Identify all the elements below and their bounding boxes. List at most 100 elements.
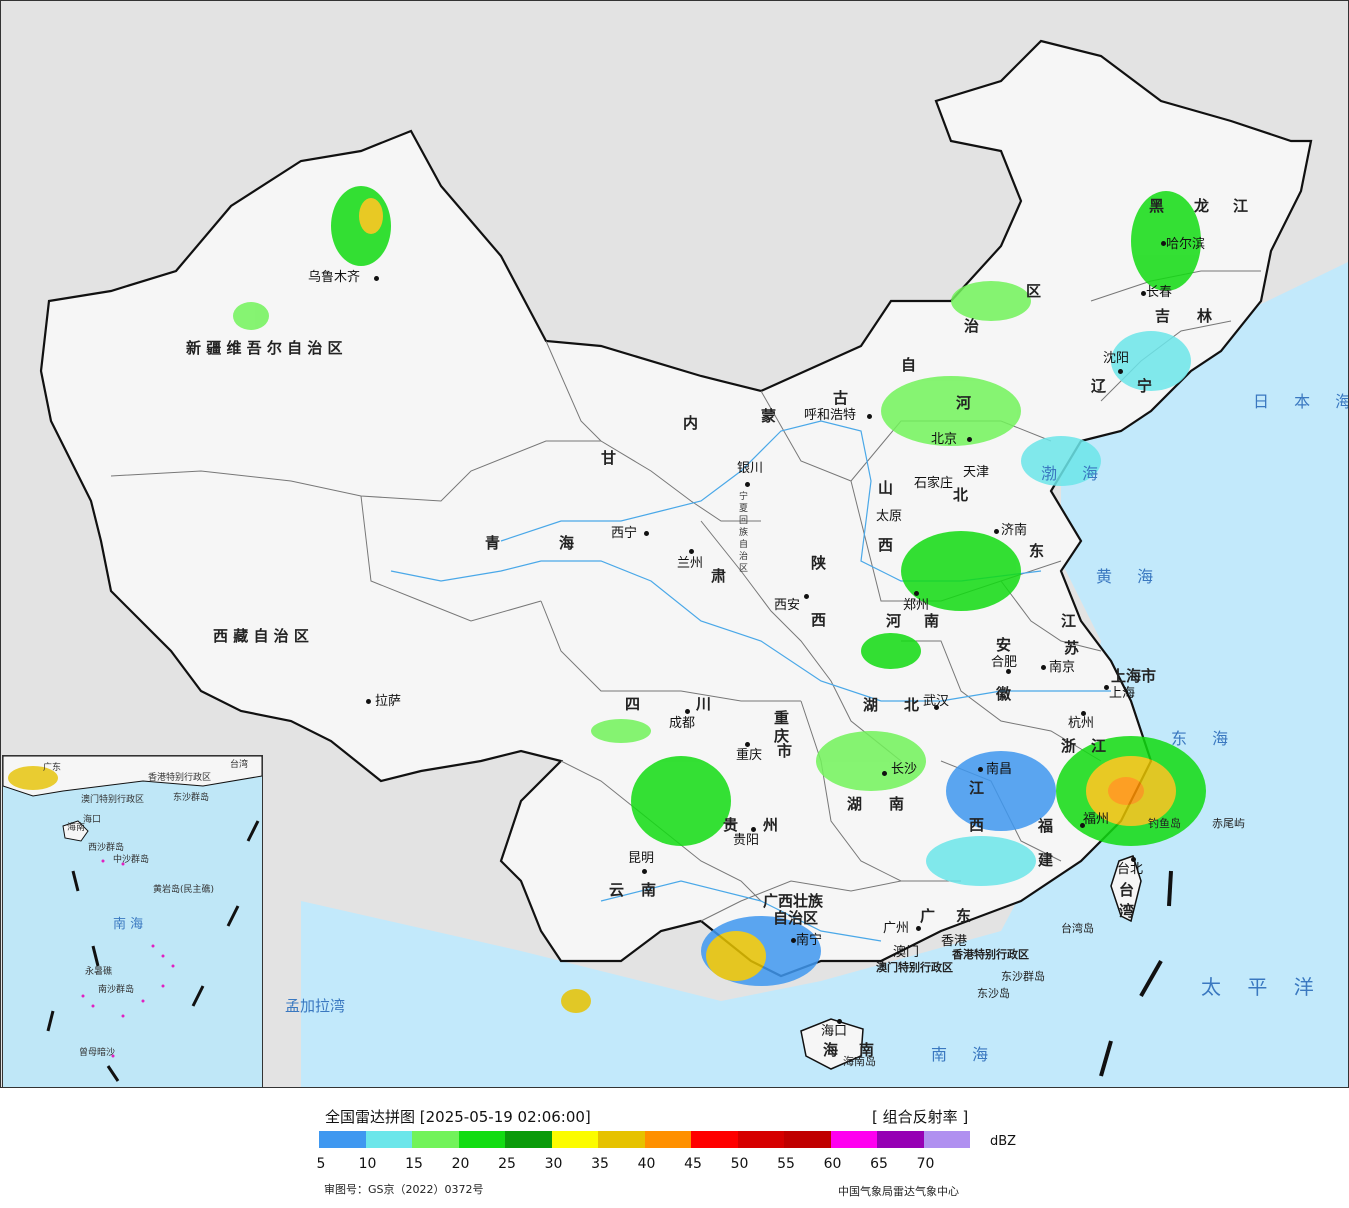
legend-tick-label: 60 [823,1156,842,1172]
city-chengdu: 成都 [669,716,696,731]
inset-label-zengmu: 曾母暗沙 [79,1048,116,1058]
province-shanxi-1: 山 [878,479,894,497]
legend-tick-label: 25 [498,1156,516,1172]
province-qinghai-2: 海 [559,534,575,552]
province-neimenggu-6: 区 [1026,282,1042,300]
city-dot [1041,665,1046,670]
city-wuhan: 武汉 [923,694,950,709]
province-heilongjiang-2: 龙 [1194,197,1210,215]
legend-panel: 全国雷达拼图 [2025-05-19 02:06:00] [ 组合反射率 ] d… [0,1088,1349,1208]
legend-tick-label: 30 [544,1156,563,1172]
province-heilongjiang-3: 江 [1233,197,1249,215]
city-hefei: 合肥 [991,655,1018,670]
city-dot [1006,669,1011,674]
label-hk-sar: 香港特别行政区 [952,948,1029,961]
legend-tick-label: 40 [637,1156,656,1172]
south-china-sea-inset[interactable]: 广东 台湾 海口 香港特别行政区 澳门特别行政区 东沙群岛 海南 西沙群岛 中沙… [2,755,263,1087]
province-sichuan-1: 四 [625,695,641,713]
producer-credit: 中国气象局雷达气象中心 [838,1185,959,1198]
province-guangdong-1: 广 [920,907,936,925]
legend-tick-label: 35 [591,1156,609,1172]
sea-japan: 日 本 海 [1253,392,1348,411]
legend-swatch [365,1131,412,1148]
sea-pacific: 太 平 洋 [1201,975,1324,999]
label-dongsha-islands: 东沙群岛 [1001,970,1045,983]
province-taiwan-1: 台 [1119,881,1135,899]
city-dot [374,276,379,281]
city-kunming: 昆明 [628,851,655,866]
label-taiwan-island: 台湾岛 [1061,922,1094,935]
city-fuzhou: 福州 [1083,812,1110,827]
city-beijing: 北京 [931,432,958,447]
sea-east-china: 东 海 [1171,729,1239,748]
legend-title: 全国雷达拼图 [2025-05-19 02:06:00] [325,1108,591,1126]
china-landmass [39,39,1313,978]
city-xian: 西安 [774,598,801,613]
legend-tick-label: 45 [684,1156,702,1172]
province-henan-1: 河 [886,612,902,630]
province-shanxi-2: 西 [878,536,894,554]
province-fujian-1: 福 [1038,817,1054,835]
province-liaoning-1: 辽 [1091,377,1107,395]
inset-label-nansha: 南沙群岛 [98,985,135,995]
province-xinjiang: 新 疆 维 吾 尔 自 治 区 [186,339,343,357]
city-xining: 西宁 [611,526,638,541]
province-anhui-2: 徽 [996,685,1012,703]
sea-bohai: 渤 海 [1041,464,1109,483]
legend-swatch [319,1131,366,1148]
legend-tick-label: 55 [777,1156,795,1172]
province-hubei-2: 北 [904,696,920,714]
city-guiyang: 贵阳 [733,833,760,848]
inset-label-hainan: 海南 [67,823,86,833]
province-anhui-1: 安 [996,636,1012,654]
city-dot [867,414,872,419]
legend-tick-label: 70 [916,1156,935,1172]
city-shanghai: 上海 [1109,686,1136,701]
province-neimenggu-2: 蒙 [761,407,777,425]
legend-swatch [412,1131,459,1148]
province-hubei-1: 湖 [863,696,879,714]
city-dot [644,531,649,536]
city-dot [837,1019,842,1024]
province-hebei-1: 河 [956,394,972,412]
city-hangzhou: 杭州 [1068,716,1095,731]
sea-south-china: 南 海 [931,1045,999,1064]
province-qinghai-1: 青 [485,534,501,552]
map-panel[interactable]: 新 疆 维 吾 尔 自 治 区 西 藏 自 治 区 青 海 甘 肃 内 蒙 古 … [0,0,1349,1088]
rivers [390,420,1111,942]
city-urumqi: 乌鲁木齐 [308,270,361,285]
nine-dash-line [1099,870,1173,1077]
province-hainan-1: 海 [823,1041,839,1059]
province-shaanxi-1: 陕 [811,554,827,572]
province-yunnan-1: 云 [609,881,625,899]
legend-swatch [644,1131,691,1148]
legend-swatch [877,1131,924,1148]
map-approval-number: 审图号：GS京（2022）0372号 [324,1183,484,1196]
province-zhejiang-2: 江 [1091,737,1107,755]
map-canvas[interactable] [1,1,1349,1088]
inset-label-macau-sar: 澳门特别行政区 [81,795,145,805]
province-guangxi-1: 广西壮族 [763,892,824,910]
city-hongkong: 香港 [941,934,968,949]
legend-swatch [737,1131,784,1148]
city-dot [916,926,921,931]
province-liaoning-2: 宁 [1137,377,1153,395]
city-chongqing: 重庆 [736,748,763,763]
city-haikou: 海口 [821,1024,848,1039]
city-hohhot: 呼和浩特 [804,408,857,423]
city-dot [978,767,983,772]
province-gansu-1: 甘 [601,449,617,467]
province-taiwan-2: 湾 [1119,902,1135,920]
legend-unit: dBZ [990,1134,1017,1149]
province-xizang: 西 藏 自 治 区 [213,627,309,645]
legend-swatch [551,1131,598,1148]
sea-yellow: 黄 海 [1096,567,1164,586]
city-dot [1161,241,1166,246]
city-dot [745,742,750,747]
province-henan-2: 南 [924,612,940,630]
province-sichuan-2: 川 [696,695,712,713]
inset-canvas [3,756,262,1082]
city-taiyuan: 太原 [876,509,903,524]
city-nanning: 南宁 [796,933,823,948]
